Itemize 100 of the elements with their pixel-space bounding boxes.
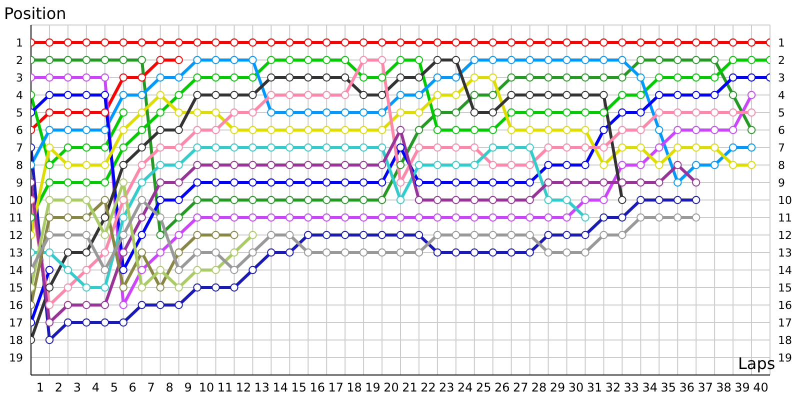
point bbox=[618, 178, 626, 187]
point bbox=[156, 248, 164, 257]
point bbox=[340, 160, 350, 170]
point bbox=[414, 108, 424, 117]
point bbox=[618, 213, 626, 222]
point bbox=[674, 213, 682, 222]
point bbox=[710, 38, 719, 47]
point bbox=[100, 266, 109, 274]
point bbox=[544, 56, 552, 64]
point bbox=[156, 90, 164, 100]
y-axis-title: Position bbox=[4, 4, 66, 23]
point bbox=[322, 126, 331, 134]
point bbox=[45, 73, 54, 82]
y-tick-label: 10 bbox=[9, 194, 23, 207]
y2-tick-label: 14 bbox=[778, 264, 792, 277]
x-tick-label: 28 bbox=[531, 380, 547, 395]
point bbox=[433, 90, 442, 100]
point bbox=[156, 178, 164, 187]
y-tick-label: 15 bbox=[9, 281, 23, 294]
point bbox=[655, 56, 664, 64]
point bbox=[45, 143, 54, 152]
point bbox=[600, 178, 608, 187]
point bbox=[174, 73, 183, 82]
point bbox=[452, 126, 460, 134]
point bbox=[470, 160, 478, 170]
point bbox=[710, 56, 719, 64]
point bbox=[396, 56, 405, 64]
point bbox=[692, 178, 700, 187]
point bbox=[526, 143, 534, 152]
point bbox=[100, 38, 109, 47]
point bbox=[507, 108, 516, 117]
point bbox=[710, 90, 719, 100]
x-tick-label: 19 bbox=[365, 380, 380, 395]
point bbox=[562, 248, 571, 257]
point bbox=[212, 56, 220, 64]
point bbox=[470, 90, 478, 100]
point bbox=[248, 73, 257, 82]
point bbox=[562, 178, 571, 187]
point bbox=[452, 248, 460, 257]
point bbox=[193, 126, 202, 134]
point bbox=[286, 38, 294, 47]
x-tick-label: 14 bbox=[272, 380, 288, 395]
point bbox=[212, 196, 220, 204]
point bbox=[433, 56, 442, 64]
x-tick-label: 22 bbox=[420, 380, 436, 395]
point bbox=[64, 108, 72, 117]
point bbox=[378, 38, 386, 47]
point bbox=[747, 73, 756, 82]
point bbox=[212, 73, 220, 82]
point bbox=[248, 108, 257, 117]
x-tick-label: 31 bbox=[586, 380, 602, 395]
point bbox=[138, 213, 146, 222]
point bbox=[248, 213, 257, 222]
point bbox=[507, 230, 516, 240]
x-tick-label: 3 bbox=[73, 380, 82, 395]
point bbox=[45, 126, 54, 134]
point bbox=[286, 160, 294, 170]
point bbox=[581, 196, 590, 204]
point bbox=[655, 38, 664, 47]
point bbox=[728, 143, 738, 152]
point bbox=[452, 230, 460, 240]
point bbox=[618, 90, 626, 100]
point bbox=[248, 143, 257, 152]
point bbox=[396, 108, 405, 117]
point bbox=[359, 160, 368, 170]
x-tick-label: 23 bbox=[439, 380, 454, 395]
point bbox=[193, 108, 202, 117]
point bbox=[618, 143, 626, 152]
point bbox=[45, 108, 54, 117]
point bbox=[544, 248, 552, 257]
point bbox=[230, 178, 238, 187]
y2-tick-label: 13 bbox=[778, 246, 792, 260]
point bbox=[747, 126, 756, 134]
point bbox=[156, 213, 164, 222]
x-tick-label: 21 bbox=[402, 380, 418, 395]
y2-tick-label: 8 bbox=[778, 158, 785, 172]
x-tick-label: 33 bbox=[624, 380, 640, 395]
point bbox=[581, 90, 590, 100]
point bbox=[378, 126, 386, 134]
point bbox=[636, 73, 645, 82]
point bbox=[470, 73, 478, 82]
point bbox=[304, 90, 312, 100]
point bbox=[82, 230, 91, 240]
point bbox=[212, 160, 220, 170]
point bbox=[267, 230, 276, 240]
y-tick-label: 11 bbox=[9, 211, 23, 224]
point bbox=[340, 230, 350, 240]
point bbox=[544, 108, 552, 117]
point bbox=[562, 143, 571, 152]
y2-tick-label: 16 bbox=[778, 298, 792, 312]
point bbox=[119, 283, 128, 292]
point bbox=[378, 160, 386, 170]
point bbox=[655, 160, 664, 170]
point bbox=[581, 108, 590, 117]
point bbox=[359, 248, 368, 257]
point bbox=[212, 143, 220, 152]
point bbox=[322, 230, 331, 240]
point bbox=[100, 143, 109, 152]
x-tick-label: 6 bbox=[128, 380, 136, 395]
point bbox=[728, 73, 738, 82]
